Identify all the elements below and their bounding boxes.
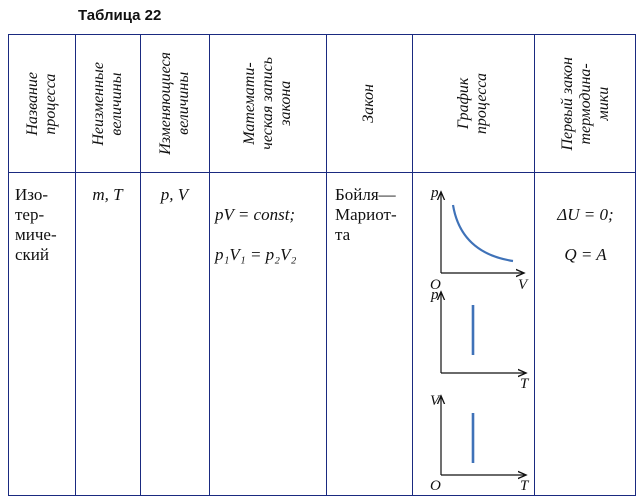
cell-first-law: ΔU = 0; Q = A — [534, 185, 637, 285]
x-axis-label: T — [520, 478, 530, 494]
header-graph: График процесса — [412, 35, 534, 172]
graph-pv-isotherm: p V O — [430, 185, 529, 293]
header-constant-text: Неизменные величины — [89, 61, 125, 146]
header-first-law: Первый закон термодина- мики — [534, 35, 637, 172]
column-divider — [140, 35, 141, 495]
first-law-line-2: Q = A — [564, 245, 607, 264]
process-table: Название процесса Неизменные величины Из… — [8, 34, 636, 496]
cell-process-name: Изо- тер- миче- ский — [15, 185, 57, 264]
y-axis-label: V — [430, 393, 441, 409]
graph-vt-isotherm: V T O — [430, 393, 530, 494]
cell-law: Бойля— Мариот- та — [335, 185, 397, 244]
math-line-2: p₁V₁ = p₂V₂ — [215, 245, 297, 264]
column-divider — [326, 35, 327, 495]
x-axis-label: T — [520, 376, 530, 392]
header-changing: Изменяющиеся величины — [140, 35, 209, 172]
table-caption: Таблица 22 — [78, 7, 162, 24]
isotherm-curve — [451, 204, 514, 263]
column-divider — [534, 35, 535, 495]
y-axis-label: p — [430, 185, 439, 201]
header-law: Закон — [326, 35, 412, 172]
header-math: Математи- ческая запись закона — [209, 35, 326, 172]
origin-label: O — [430, 478, 441, 494]
header-constant: Неизменные величины — [75, 35, 140, 172]
origin-label: O — [430, 277, 441, 293]
header-process-name: Название процесса — [9, 35, 75, 172]
header-math-text: Математи- ческая запись закона — [240, 57, 294, 150]
column-divider — [412, 35, 413, 495]
header-first-law-text: Первый закон термодина- мики — [558, 56, 612, 151]
x-axis-label: V — [518, 277, 529, 293]
cell-math: pV = const; p₁V₁ = p₂V₂ — [215, 185, 325, 285]
header-divider — [9, 172, 635, 173]
graph-pt-isotherm: p T — [430, 287, 530, 392]
cell-constant: m, T — [92, 185, 123, 204]
math-line-1: pV = const; — [215, 205, 296, 224]
header-graph-text: График процесса — [455, 72, 490, 135]
header-law-text: Закон — [360, 84, 377, 123]
process-graphs: p V O p T V T O — [430, 185, 530, 494]
header-process-name-text: Название процесса — [24, 71, 59, 136]
cell-changing: p, V — [160, 185, 189, 204]
header-changing-text: Изменяющиеся величины — [156, 52, 192, 155]
column-divider — [209, 35, 210, 495]
y-axis-label: p — [430, 287, 439, 303]
column-divider — [75, 35, 76, 495]
first-law-line-1: ΔU = 0; — [557, 205, 614, 224]
